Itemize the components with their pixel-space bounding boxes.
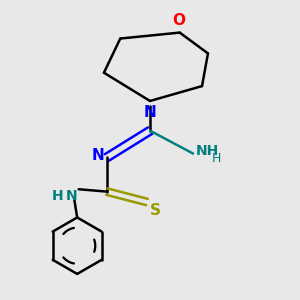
Text: S: S	[149, 202, 161, 217]
Text: H: H	[52, 189, 64, 203]
Text: N: N	[66, 189, 77, 203]
Text: NH: NH	[196, 144, 219, 158]
Text: O: O	[172, 13, 186, 28]
Text: N: N	[91, 148, 104, 164]
Text: N: N	[144, 105, 156, 120]
Text: H: H	[212, 152, 221, 165]
